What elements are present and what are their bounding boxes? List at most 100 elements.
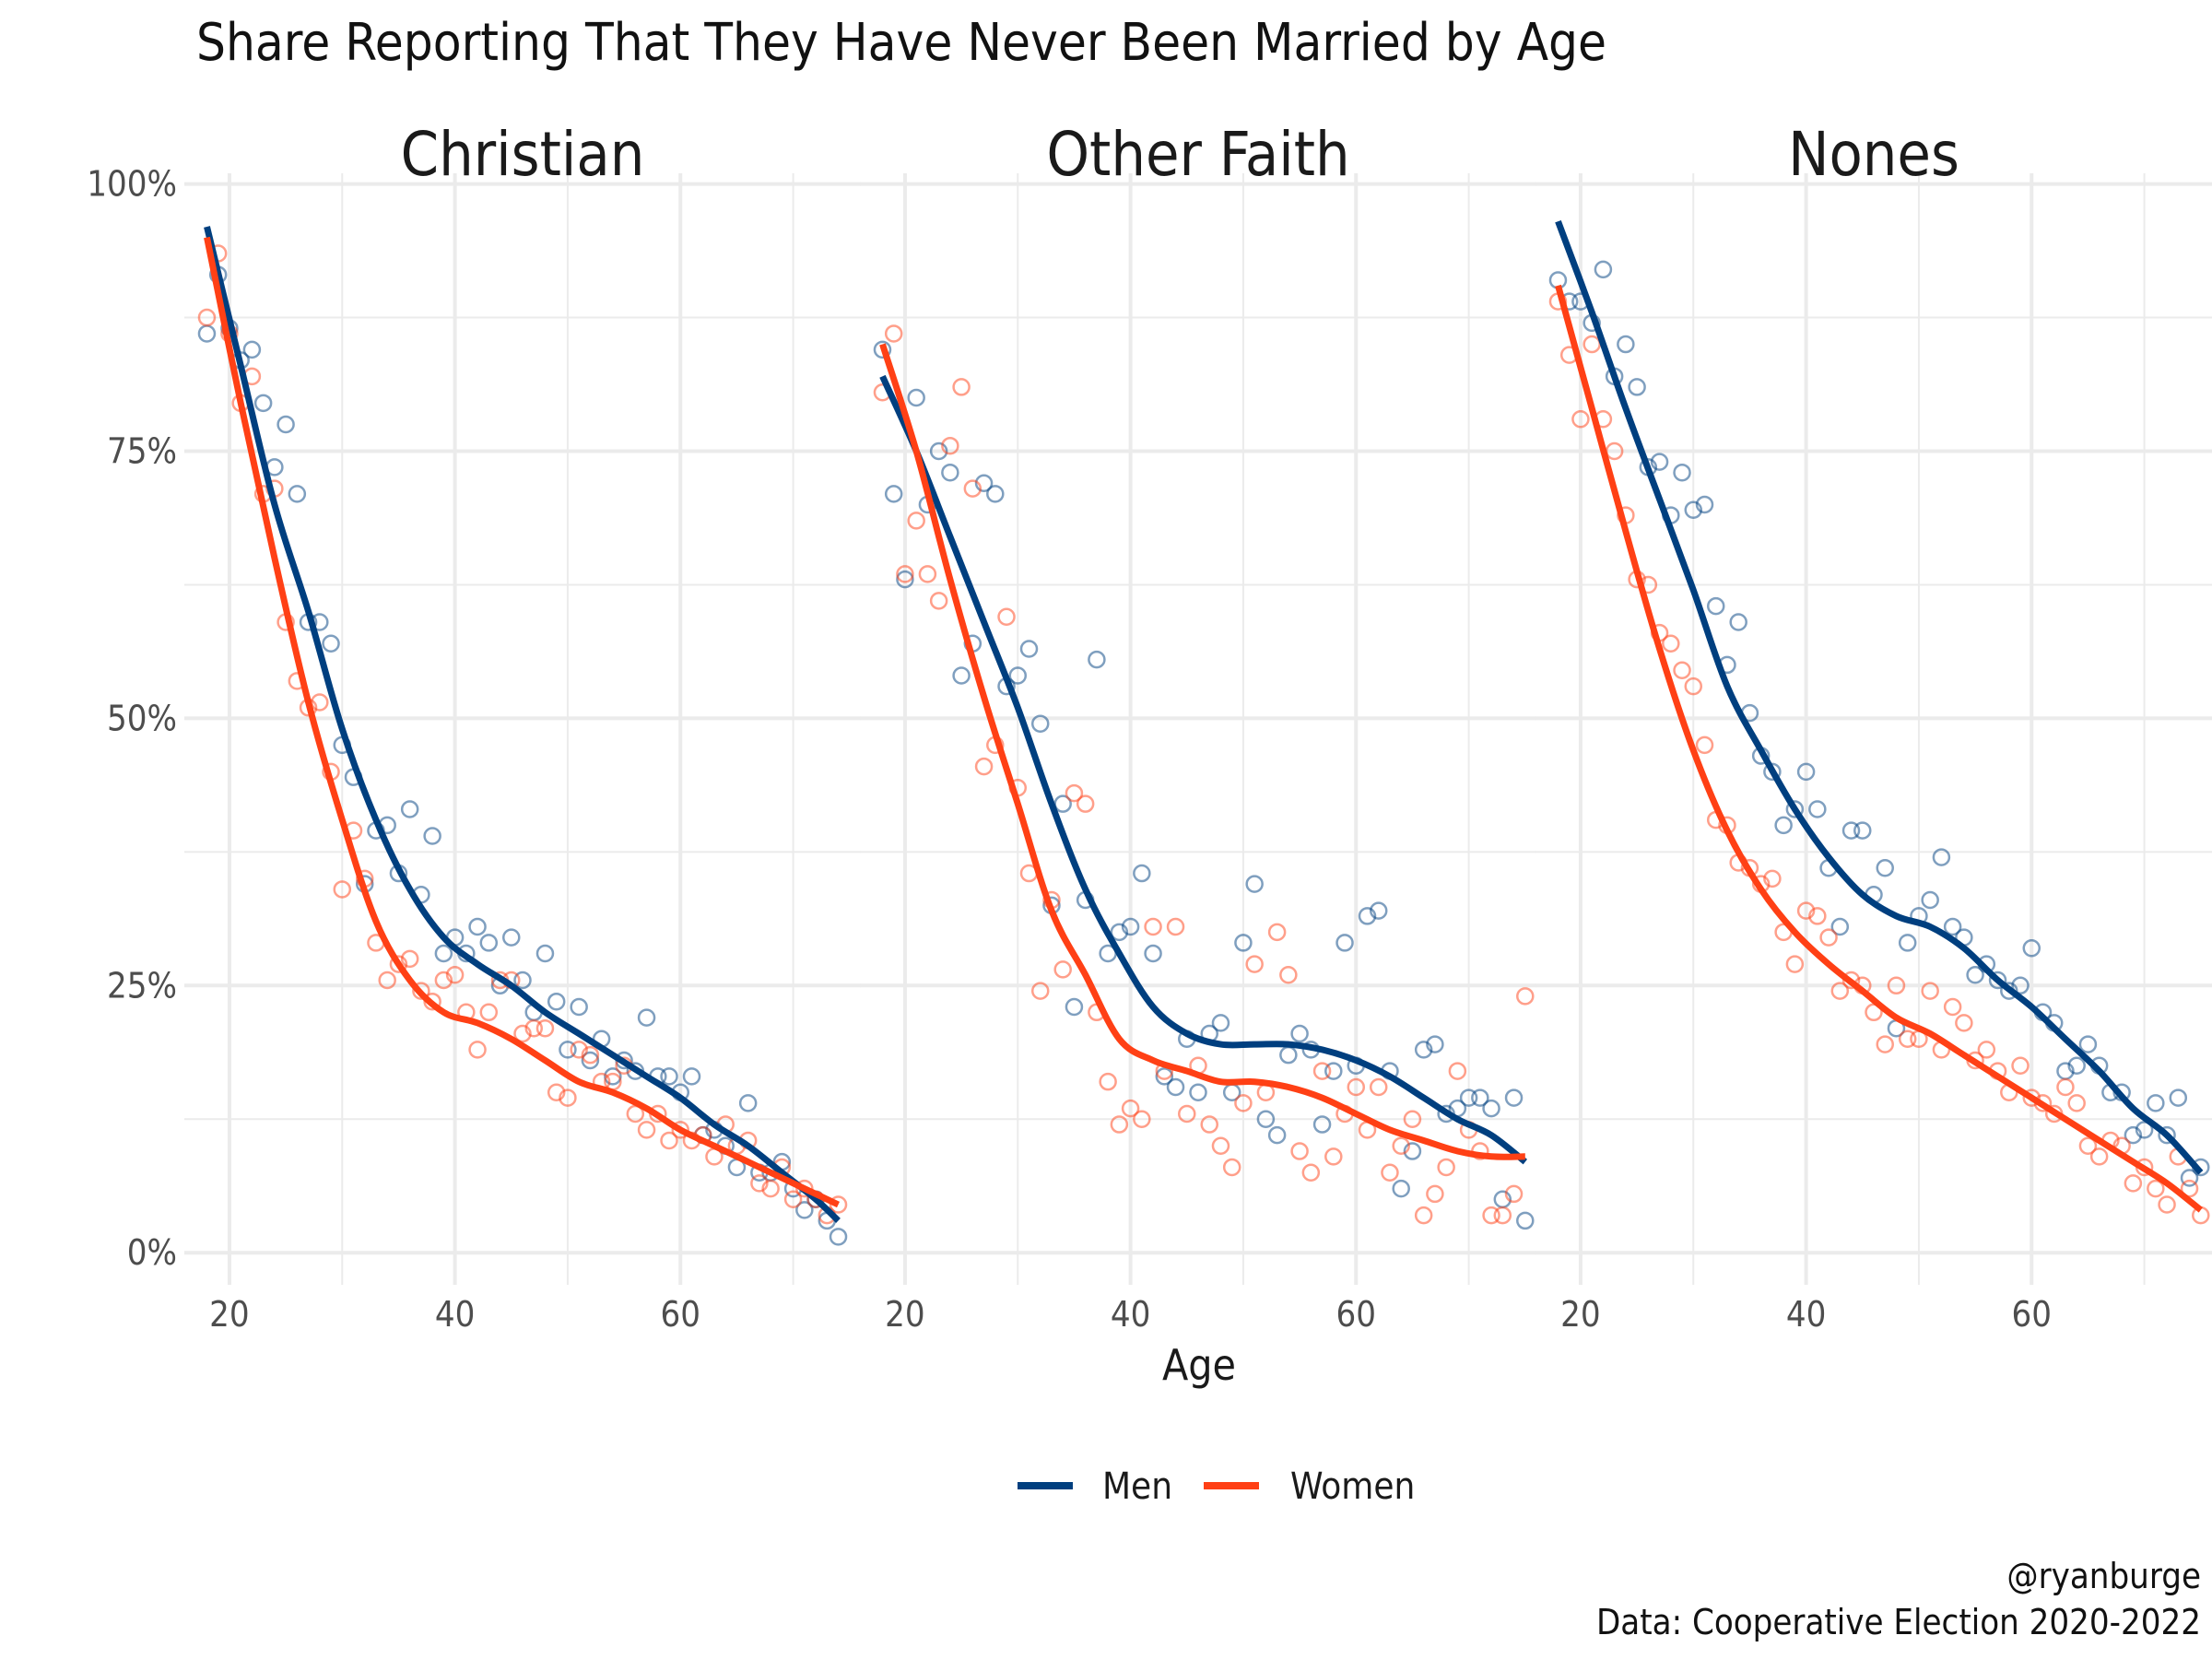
data-point-women (637, 1121, 656, 1139)
data-point-women (1684, 677, 1703, 696)
data-point-men (1369, 901, 1388, 920)
data-point-men (2124, 1125, 2143, 1145)
data-point-women (311, 693, 329, 712)
data-point-men (1650, 453, 1669, 471)
data-point-women (1673, 661, 1691, 679)
data-point-women (423, 992, 441, 1011)
data-point-women (1796, 901, 1816, 920)
data-point-men (1211, 1014, 1230, 1032)
data-point-men (1234, 934, 1253, 952)
data-point-women (1583, 335, 1601, 354)
data-point-men (1628, 378, 1646, 396)
data-point-men (1392, 1179, 1410, 1198)
data-point-men (1966, 965, 1984, 984)
data-point-men (1830, 917, 1850, 936)
y-tick-label: 0% (127, 1232, 177, 1273)
data-point-women (412, 982, 430, 1000)
data-point-women (795, 1179, 814, 1198)
data-point-women (671, 1121, 690, 1139)
data-point-men (1189, 1083, 1207, 1102)
data-point-men (637, 1008, 656, 1027)
data-point-women (1392, 1136, 1410, 1155)
data-point-men (1155, 1067, 1174, 1086)
data-point-men (929, 441, 948, 461)
data-point-women (1030, 982, 1050, 1000)
data-point-men (1516, 1211, 1535, 1230)
data-point-men (795, 1201, 814, 1219)
data-point-women (400, 949, 419, 969)
data-point-men (1256, 1110, 1276, 1129)
data-point-men (682, 1067, 701, 1086)
data-point-women (783, 1190, 803, 1208)
data-point-men (1774, 816, 1793, 835)
data-point-women (1065, 783, 1084, 803)
data-point-women (896, 565, 914, 583)
data-point-men (1008, 666, 1028, 685)
data-point-women (761, 1179, 780, 1198)
data-point-women (1121, 1099, 1140, 1118)
smooth-line-men (879, 374, 1527, 1165)
data-point-women (1493, 1206, 1512, 1225)
data-point-women (829, 1195, 848, 1214)
minor-gridlines (860, 173, 1536, 1285)
data-point-men (1763, 762, 1782, 782)
data-point-women (1448, 1062, 1467, 1080)
data-point-men (559, 1041, 577, 1059)
data-point-women (1414, 1206, 1433, 1225)
data-point-women (1841, 971, 1861, 990)
data-point-men (873, 340, 892, 359)
data-point-men (1921, 890, 1939, 910)
panel-other-faith: Other Faith 20 40 60 (860, 119, 1536, 1335)
data-point-women (1133, 1110, 1151, 1129)
facet-title-other-faith: Other Faith (1046, 119, 1349, 190)
data-point-women (750, 1174, 769, 1193)
data-point-women (1955, 1014, 1973, 1032)
data-point-men (1144, 944, 1162, 963)
smooth-line-women (204, 236, 841, 1208)
smooth-line-women (879, 343, 1525, 1160)
data-point-men (1279, 1045, 1298, 1065)
data-point-men (952, 666, 971, 685)
data-point-women (941, 436, 959, 455)
y-tick-label: 50% (107, 698, 177, 738)
data-point-women (1516, 987, 1535, 1006)
data-point-men (907, 388, 925, 407)
data-point-men (1088, 650, 1106, 669)
data-point-women (1369, 1077, 1388, 1097)
data-point-women (1347, 1077, 1366, 1097)
data-point-men (1808, 800, 1827, 818)
data-point-men (1324, 1062, 1343, 1080)
x-tick-label: 40 (1786, 1294, 1827, 1335)
data-point-women (2056, 1077, 2075, 1097)
x-tick-label: 60 (1336, 1294, 1377, 1335)
data-point-men (1785, 800, 1805, 818)
data-point-men (242, 340, 262, 359)
data-point-men (1482, 1099, 1500, 1118)
data-point-men (2022, 938, 2041, 958)
data-point-women (524, 1018, 543, 1038)
data-point-men (1706, 596, 1725, 616)
x-tick-label: 20 (885, 1294, 925, 1335)
data-point-women (547, 1083, 566, 1102)
data-point-women (2089, 1147, 2109, 1166)
data-point-men (1030, 714, 1050, 733)
data-point-men (1841, 821, 1861, 840)
data-point-women (1571, 409, 1590, 429)
points-men (873, 340, 1535, 1230)
data-point-women (1426, 1184, 1444, 1204)
x-tick-label: 60 (661, 1294, 701, 1335)
data-point-women (1887, 976, 1906, 995)
data-point-men (1426, 1035, 1444, 1053)
data-point-men (400, 800, 419, 818)
data-point-women (2158, 1195, 2176, 1214)
caption: @ryanburge Data: Cooperative Election 20… (1596, 1553, 2201, 1645)
data-point-women (918, 565, 937, 583)
data-point-women (1053, 960, 1072, 979)
data-point-women (1144, 917, 1162, 936)
data-point-women (1921, 982, 1939, 1000)
data-point-women (884, 324, 903, 343)
x-axis-title: Age (1162, 1340, 1236, 1390)
data-point-women (581, 1045, 600, 1065)
data-point-women (1381, 1163, 1399, 1182)
data-point-women (1267, 923, 1287, 942)
